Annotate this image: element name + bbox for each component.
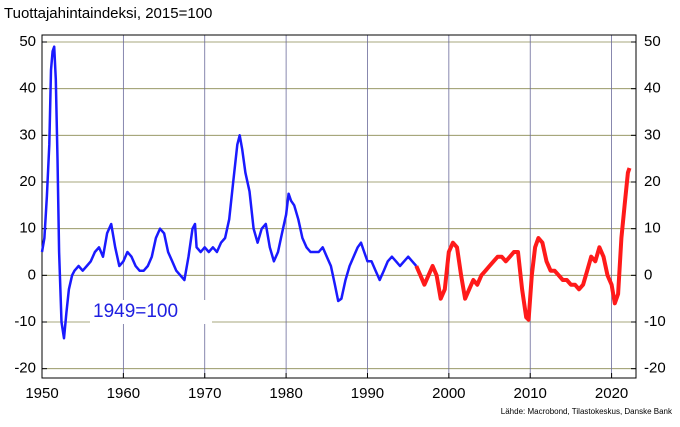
x-tick-label: 2000 <box>432 385 465 402</box>
y2-tick-label: 30 <box>644 126 661 143</box>
x-tick-label: 1960 <box>107 385 140 402</box>
y-tick-label: -20 <box>14 360 36 377</box>
series-line <box>40 45 418 340</box>
x-tick-label: 2010 <box>514 385 547 402</box>
y2-tick-label: 20 <box>644 173 661 190</box>
y2-tick-label: 0 <box>644 266 652 283</box>
y-tick-label: 40 <box>19 80 36 97</box>
plot-frame <box>41 34 637 379</box>
y-tick-label: -10 <box>14 313 36 330</box>
source-note: Lähde: Macrobond, Tilastokeskus, Danske … <box>501 407 673 416</box>
x-tick-label: 1980 <box>269 385 302 402</box>
chart-title: Tuottajahintaindeksi, 2015=100 <box>4 5 212 22</box>
annotation-box <box>90 300 212 324</box>
x-tick-label: 1990 <box>351 385 384 402</box>
plot-area <box>42 35 636 378</box>
y2-tick-label: 50 <box>644 33 661 50</box>
x-tick-label: 2020 <box>595 385 628 402</box>
x-tick-label: 1970 <box>188 385 221 402</box>
annotation: 1949=100 <box>93 301 178 322</box>
x-tick-label: 1950 <box>25 385 58 402</box>
y2-tick-label: -10 <box>644 313 666 330</box>
y-tick-label: 50 <box>19 33 36 50</box>
y2-tick-label: -20 <box>644 360 666 377</box>
series-line <box>414 167 632 322</box>
y-tick-label: 20 <box>19 173 36 190</box>
y2-tick-label: 10 <box>644 220 661 237</box>
y2-tick-label: 40 <box>644 80 661 97</box>
y-tick-label: 10 <box>19 220 36 237</box>
y-tick-label: 30 <box>19 126 36 143</box>
y-tick-label: 0 <box>28 266 36 283</box>
